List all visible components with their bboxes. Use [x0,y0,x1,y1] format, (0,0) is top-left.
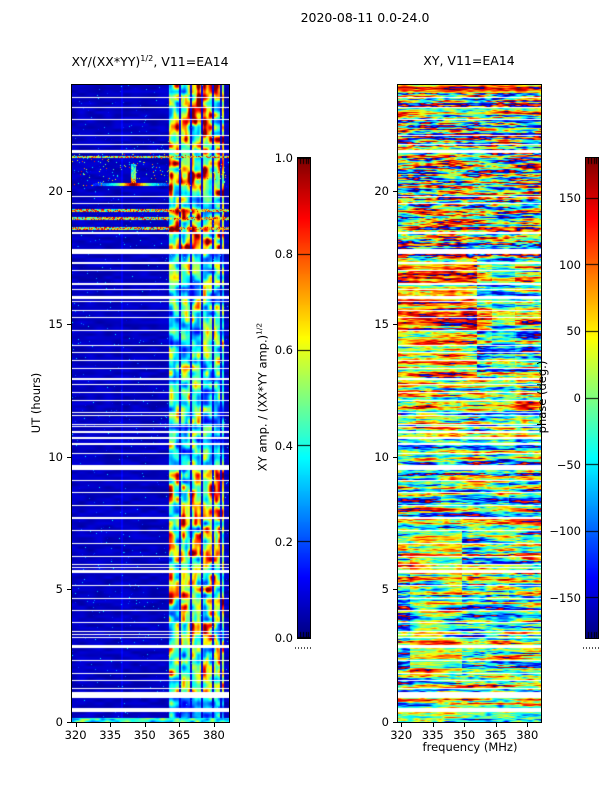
colorbar-tick-label: 0 [573,391,581,405]
amp-title-sup: 1/2 [140,53,154,63]
x-tick-mark [464,723,466,727]
y-tick-mark [67,722,71,723]
ut-axis-label: UT (hours) [29,372,43,434]
y-tick-mark [393,191,397,193]
amp-colorbar-end-marks [295,647,311,649]
y-tick-label: 20 [48,184,63,199]
x-tick-mark [179,723,181,727]
phase-heatmap [397,84,542,723]
y-tick-label: 10 [48,449,63,464]
x-tick-mark [75,723,77,727]
y-tick-mark [67,589,71,591]
amp-colorbar-ticks: 1.0 0.8 0.6 0.4 0.2 0.0 [263,151,293,645]
y-tick-label: 15 [374,316,389,331]
x-tick-label: 335 [99,728,122,742]
amp-colorbar-label-sup: 1/2 [254,322,264,335]
colorbar-tick-label: −50 [556,457,581,472]
amp-colorbar-label: XY amp. / (XX*YY amp.)1/2 [255,323,270,471]
x-tick-label: 365 [168,728,191,742]
x-tick-label: 365 [484,728,507,742]
figure-title: 2020-08-11 0.0-24.0 [300,10,430,25]
phase-colorbar-end-marks [583,647,599,649]
colorbar-tick-label: 0.6 [274,343,293,357]
phase-heatmap-canvas [398,85,541,722]
y-tick-mark [67,323,71,325]
phase-colorbar-canvas [586,158,598,638]
amp-colorbar-canvas [298,158,310,638]
phase-colorbar-ticks: 150 100 50 0 −50 −100 −150 [549,158,581,638]
x-tick-label: 335 [421,728,444,742]
y-tick-label: 20 [374,184,389,199]
x-tick-mark [401,723,403,727]
amp-colorbar [297,157,311,639]
colorbar-tick-label: 0.4 [274,439,293,453]
colorbar-tick-label: −150 [549,591,581,605]
y-tick-mark [393,589,397,591]
colorbar-tick-label: 0.2 [274,535,293,549]
amp-heatmap-canvas [72,85,229,722]
phase-colorbar [585,157,599,639]
y-tick-label: 5 [381,582,389,597]
y-tick-mark [67,456,71,458]
y-tick-mark [393,722,397,723]
y-tick-label: 5 [55,582,63,597]
x-tick-mark [495,723,497,727]
colorbar-tick-label: −100 [549,524,581,539]
x-tick-label: 320 [64,728,87,742]
amp-panel-title: XY/(XX*YY)1/2, V11=EA14 [71,53,228,69]
y-tick-label: 0 [381,715,389,729]
x-tick-mark [213,723,215,727]
amp-heatmap [71,84,230,723]
phase-colorbar-label: phase (deg.) [535,360,549,434]
phase-x-axis-ticks: 320 335 350 365 380 [390,723,542,745]
y-tick-mark [393,323,397,325]
x-tick-mark [432,723,434,727]
frequency-axis-label: frequency (MHz) [422,740,518,754]
y-tick-mark [393,456,397,458]
x-tick-label: 350 [453,728,476,742]
colorbar-tick-label: 50 [566,324,581,339]
y-tick-mark [67,191,71,193]
phase-y-axis-ticks: 0 5 10 15 20 [367,85,397,729]
x-tick-label: 380 [516,728,539,742]
x-tick-label: 380 [202,728,225,742]
y-tick-label: 10 [374,449,389,464]
x-tick-mark [144,723,146,727]
colorbar-tick-label: 0.8 [274,247,293,261]
x-tick-mark [110,723,112,727]
phase-panel-title: XY, V11=EA14 [423,53,515,68]
amp-title-tail: , V11=EA14 [153,54,229,70]
y-tick-label: 15 [48,316,63,331]
y-tick-label: 0 [55,715,63,729]
x-tick-mark [527,723,529,727]
x-tick-label: 320 [390,728,413,742]
amp-title-main: XY/(XX*YY) [71,54,141,70]
colorbar-tick-label: 0.0 [274,631,293,645]
colorbar-tick-label: 100 [559,257,581,272]
amp-colorbar-label-main: XY amp. / (XX*YY amp.) [255,334,270,472]
x-tick-label: 350 [133,728,156,742]
colorbar-tick-label: 150 [559,190,581,205]
amp-x-axis-ticks: 320 335 350 365 380 [65,723,230,745]
amp-y-axis-ticks: 0 5 10 15 20 [41,85,71,729]
colorbar-tick-label: 1.0 [274,151,293,165]
